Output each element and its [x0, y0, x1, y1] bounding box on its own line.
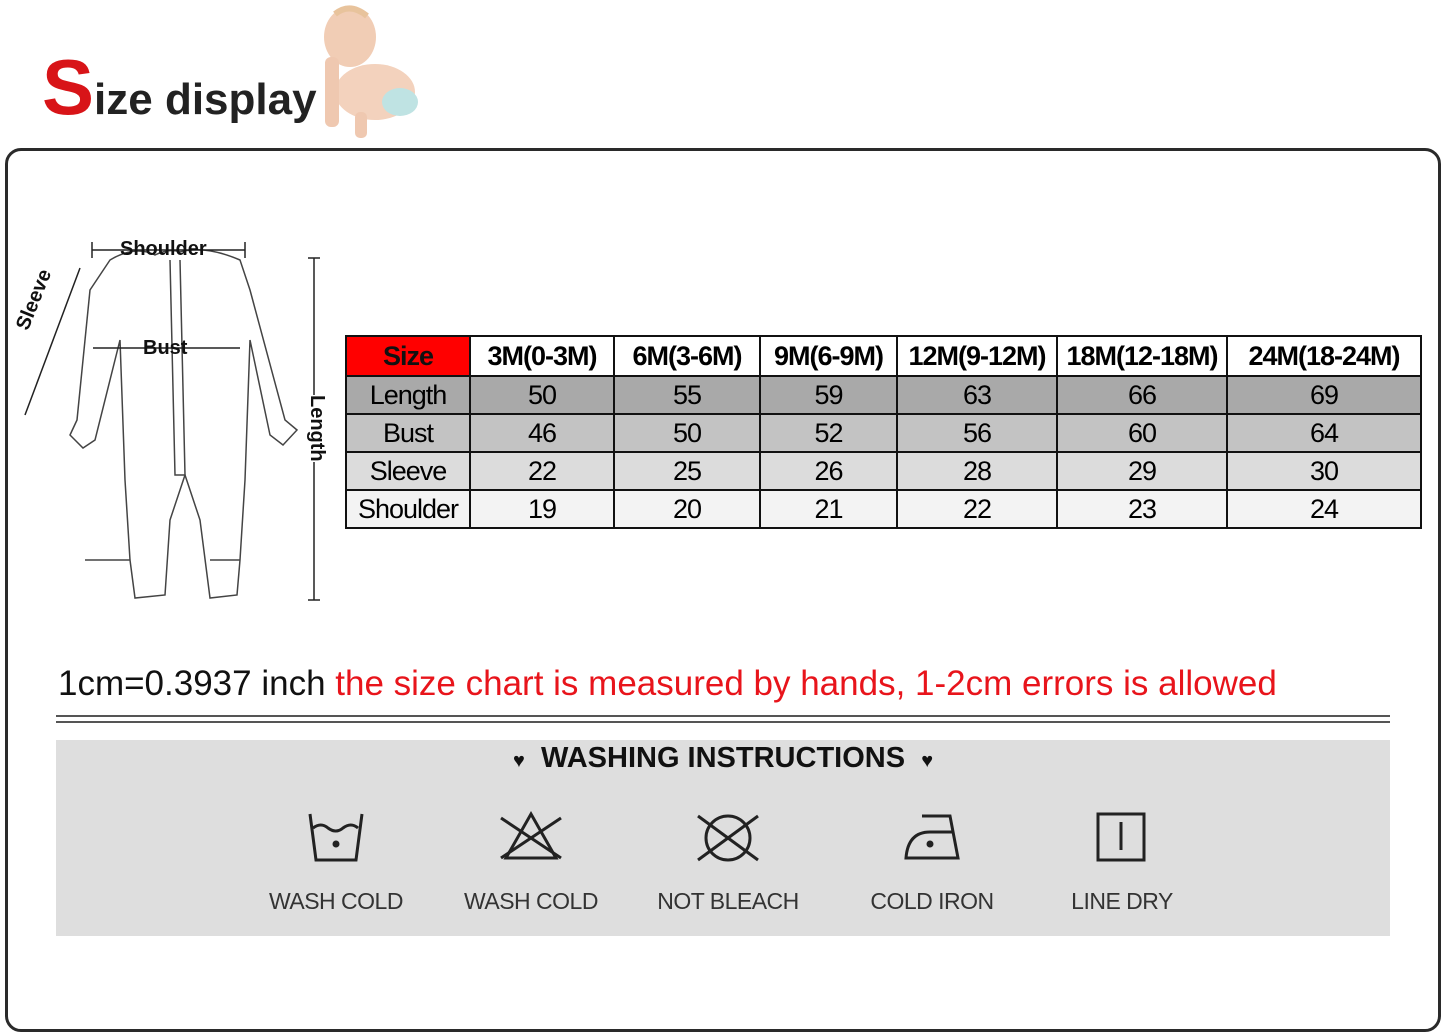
cell: 29	[1056, 451, 1228, 491]
size-table: Size 3M(0-3M) 6M(3-6M) 9M(6-9M) 12M(9-12…	[345, 335, 1422, 529]
cell: 63	[896, 375, 1058, 415]
wash-label: COLD IRON	[870, 888, 994, 914]
cell: 30	[1226, 451, 1422, 491]
wash-item: COLD IRON	[842, 810, 1022, 915]
washing-panel: ♥ WASHING INSTRUCTIONS ♥ WASH COLD WASH …	[56, 740, 1390, 936]
title-first-letter: S	[42, 43, 95, 131]
wash-item: NOT BLEACH	[638, 810, 818, 915]
cell: 24	[1226, 489, 1422, 529]
cell: 60	[1056, 413, 1228, 453]
cell: 20	[613, 489, 761, 529]
measurement-note: 1cm=0.3937 inch the size chart is measur…	[58, 664, 1277, 704]
washing-title: ♥ WASHING INSTRUCTIONS ♥	[56, 742, 1390, 775]
no-tumble-dry-icon	[697, 814, 759, 862]
header-cell: Size	[345, 335, 471, 377]
wash-label: WASH COLD	[269, 888, 403, 914]
warning-text: the size chart is measured by hands, 1-2…	[335, 664, 1277, 703]
table-row: Length 50 55 59 63 66 69	[345, 375, 1422, 415]
cell: 22	[896, 489, 1058, 529]
row-label: Bust	[345, 413, 471, 453]
wash-item: WASH COLD	[441, 810, 621, 915]
cell: 26	[759, 451, 898, 491]
cell: 50	[469, 375, 615, 415]
wash-label: LINE DRY	[1071, 888, 1173, 914]
baby-image	[324, 5, 418, 138]
wash-item: WASH COLD	[246, 810, 426, 915]
header-cell: 6M(3-6M)	[613, 335, 761, 377]
cell: 22	[469, 451, 615, 491]
wash-label: WASH COLD	[464, 888, 598, 914]
wash-label: NOT BLEACH	[657, 888, 799, 914]
iron-icon	[904, 814, 960, 860]
conversion-text: 1cm=0.3937 inch	[58, 664, 326, 703]
header-cell: 9M(6-9M)	[759, 335, 898, 377]
cell: 28	[896, 451, 1058, 491]
cell: 23	[1056, 489, 1228, 529]
table-row: Sleeve 22 25 26 28 29 30	[345, 451, 1422, 491]
table-header-row: Size 3M(0-3M) 6M(3-6M) 9M(6-9M) 12M(9-12…	[345, 335, 1422, 377]
row-label: Shoulder	[345, 489, 471, 529]
bust-label: Bust	[143, 337, 188, 359]
cell: 50	[613, 413, 761, 453]
romper-diagram	[24, 242, 320, 601]
cell: 56	[896, 413, 1058, 453]
length-label: Length	[305, 395, 328, 462]
wash-item: LINE DRY	[1032, 810, 1212, 915]
cell: 66	[1056, 375, 1228, 415]
table-row: Shoulder 19 20 21 22 23 24	[345, 489, 1422, 529]
divider	[56, 715, 1390, 717]
row-label: Length	[345, 375, 471, 415]
wash-tub-icon	[308, 813, 364, 862]
shoulder-label: Shoulder	[120, 238, 207, 260]
cell: 52	[759, 413, 898, 453]
divider	[56, 721, 1390, 723]
cell: 69	[1226, 375, 1422, 415]
row-label: Sleeve	[345, 451, 471, 491]
no-bleach-triangle-icon	[500, 810, 562, 860]
washing-title-text: WASHING INSTRUCTIONS	[540, 742, 906, 774]
title-rest: ize display	[94, 75, 317, 124]
header-cell: 12M(9-12M)	[896, 335, 1058, 377]
cell: 64	[1226, 413, 1422, 453]
page-title: Size display	[42, 48, 317, 126]
heart-icon: ♥	[512, 750, 525, 772]
cell: 19	[469, 489, 615, 529]
header-cell: 18M(12-18M)	[1056, 335, 1228, 377]
cell: 55	[613, 375, 761, 415]
cell: 21	[759, 489, 898, 529]
heart-icon: ♥	[921, 750, 934, 772]
cell: 46	[469, 413, 615, 453]
header-cell: 24M(18-24M)	[1226, 335, 1422, 377]
cell: 59	[759, 375, 898, 415]
header-cell: 3M(0-3M)	[469, 335, 615, 377]
cell: 25	[613, 451, 761, 491]
table-row: Bust 46 50 52 56 60 64	[345, 413, 1422, 453]
line-dry-icon	[1096, 812, 1146, 862]
chart-frame	[5, 148, 1441, 1032]
